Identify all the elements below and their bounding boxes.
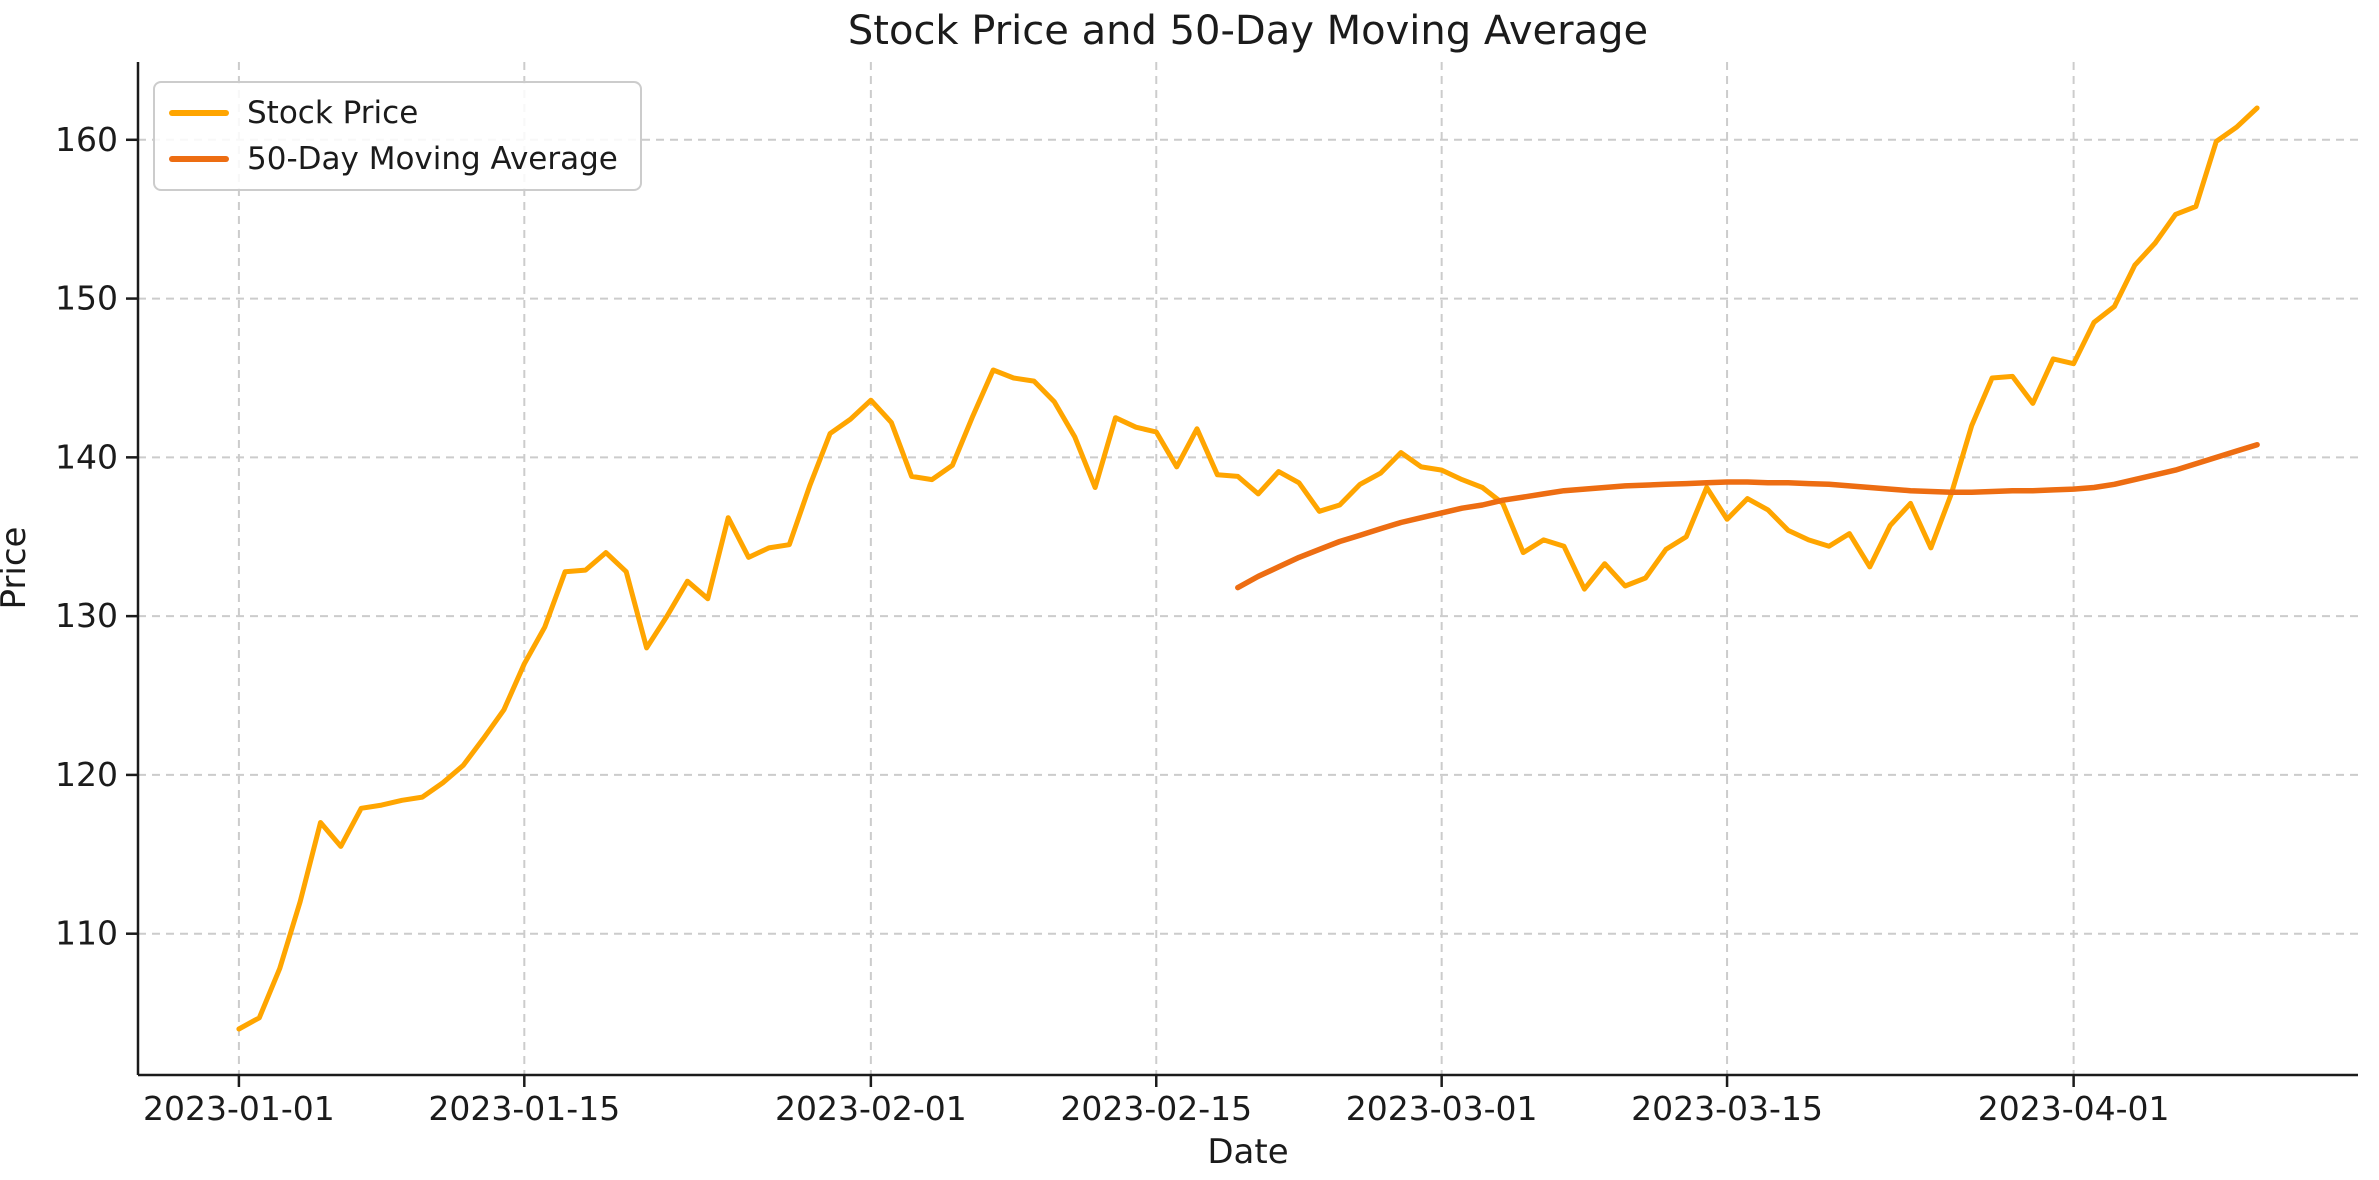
y-tick-label: 140 (55, 437, 118, 476)
legend-label: 50-Day Moving Average (247, 141, 618, 177)
legend: Stock Price 50-Day Moving Average (153, 81, 642, 191)
moving-average-line (1235, 441, 2260, 591)
legend-item-stock-price: Stock Price (169, 95, 618, 131)
x-tick-label: 2023-04-01 (1978, 1089, 2170, 1128)
x-axis-label: Date (1207, 1132, 1289, 1172)
stock-price-line (236, 105, 2260, 1032)
y-axis-label: Price (0, 526, 34, 610)
x-tick-label: 2023-02-15 (1060, 1089, 1252, 1128)
legend-label: Stock Price (247, 95, 419, 131)
x-tick-label: 2023-03-01 (1346, 1089, 1538, 1128)
x-tick-label: 2023-01-01 (143, 1089, 335, 1128)
y-tick-label: 150 (55, 279, 118, 318)
stock-price-swatch (169, 110, 229, 116)
grid-lines (138, 62, 2358, 1075)
legend-item-moving-average: 50-Day Moving Average (169, 141, 618, 177)
y-tick-label: 160 (55, 120, 118, 159)
x-tick-label: 2023-02-01 (775, 1089, 967, 1128)
tick-labels: 2023-01-01 2023-01-15 2023-02-01 2023-02-15… (55, 120, 2170, 1128)
x-tick-label: 2023-03-15 (1631, 1089, 1823, 1128)
axes-spines (136, 62, 2358, 1077)
chart-title: Stock Price and 50-Day Moving Average (847, 8, 1649, 54)
moving-average-swatch (169, 156, 229, 162)
y-tick-label: 120 (55, 755, 118, 794)
y-tick-label: 110 (55, 914, 118, 953)
y-tick-label: 130 (55, 596, 118, 635)
tick-marks (126, 138, 2075, 1087)
x-tick-label: 2023-01-15 (428, 1089, 620, 1128)
